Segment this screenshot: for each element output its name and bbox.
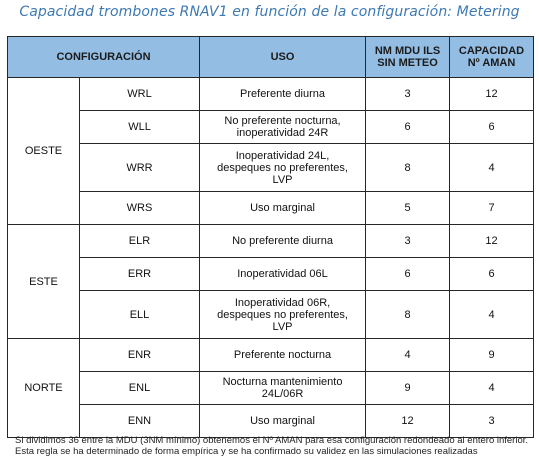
uso-line: No preferente nocturna, [224,115,341,127]
nm-mdu-cell: 3 [365,77,451,111]
nm-mdu-cell: 8 [365,290,451,339]
header-capacidad: CAPACIDAD Nº AMAN [449,36,535,78]
capacity-table: CONFIGURACIÓN USO NM MDU ILS SIN METEO C… [6,36,535,438]
header-nm-line2: SIN METEO [377,57,438,69]
uso-cell: Preferente diurna [199,77,367,111]
capacidad-cell: 12 [449,224,535,258]
uso-line: Nocturna mantenimiento [222,376,343,388]
capacidad-cell: 9 [449,338,535,372]
table-row: ERR Inoperatividad 06L 6 6 [8,257,535,291]
group-cell: ESTE [7,224,80,339]
uso-line: despeques no preferentes, [217,308,348,321]
uso-line: Inoperatividad 06R, [234,296,331,309]
uso-line: LVP [272,173,293,186]
document-title: Capacidad trombones RNAV1 en función de … [19,4,520,20]
uso-cell: Uso marginal [199,404,367,438]
config-cell: ERR [78,257,201,291]
uso-cell: No preferente diurna [199,224,367,258]
nm-mdu-cell: 12 [365,404,451,438]
uso-line: No preferente diurna [232,235,333,247]
header-nm-mdu: NM MDU ILS SIN METEO [365,36,451,78]
capacidad-cell: 4 [449,143,535,192]
table-row: ESTE ELR No preferente diurna 3 12 [7,224,535,339]
config-cell: WRR [78,143,201,192]
nm-mdu-cell: 6 [365,110,451,144]
uso-line: inoperatividad 24R [236,127,329,139]
capacidad-cell: 4 [449,371,535,405]
header-cap-line2: Nº AMAN [467,57,516,69]
table-row: WRS Uso marginal 5 7 [8,191,535,225]
capacidad-cell: 12 [449,77,535,111]
config-cell: WRS [78,191,201,225]
uso-cell: Preferente nocturna [199,338,367,372]
footnote: Si dividimos 36 entre la MDU (3NM mínimo… [15,435,529,457]
table-row: ENN Uso marginal 12 3 [8,404,535,438]
uso-cell: No preferente nocturna, inoperatividad 24… [199,110,367,144]
nm-mdu-cell: 4 [365,338,451,372]
uso-line: LVP [272,320,293,333]
uso-line: Inoperatividad 24L, [235,149,330,162]
group-cell: NORTE [7,338,80,438]
capacidad-cell: 6 [449,257,535,291]
config-cell: WLL [78,110,201,144]
nm-mdu-cell: 6 [365,257,451,291]
uso-cell: Inoperatividad 06R, despeques no preferen… [199,290,367,339]
capacidad-cell: 4 [449,290,535,339]
config-cell: ENN [78,404,201,438]
uso-line: Uso marginal [250,415,315,427]
nm-mdu-cell: 3 [365,224,451,258]
uso-cell: Inoperatividad 24L, despeques no preferen… [199,143,367,192]
uso-cell: Nocturna mantenimiento 24L/06R [199,371,367,405]
header-cap-line1: CAPACIDAD [458,45,525,57]
uso-line: Inoperatividad 06L [237,268,328,280]
uso-line: Preferente nocturna [233,349,332,361]
config-cell: ELL [78,290,201,339]
config-cell: ENL [78,371,201,405]
nm-mdu-cell: 5 [365,191,451,225]
uso-cell: Inoperatividad 06L [199,257,367,291]
capacidad-cell: 7 [449,191,535,225]
table-row: OESTE WRL Preferente diurna 3 12 [7,77,535,225]
table-row: ELL Inoperatividad 06R, despeques no prefe… [8,290,535,339]
table-row: WRR Inoperatividad 24L, despeques no prefe… [8,143,535,192]
nm-mdu-cell: 9 [365,371,451,405]
capacidad-cell: 3 [449,404,535,438]
uso-line: despeques no preferentes, [217,161,348,174]
capacidad-cell: 6 [449,110,535,144]
header-nm-line1: NM MDU ILS [374,45,441,57]
header-uso: USO [199,36,367,78]
uso-cell: Uso marginal [199,191,367,225]
nm-mdu-cell: 8 [365,143,451,192]
table-row: NORTE ENR Preferente nocturna 4 9 [7,338,535,438]
config-cell: WRL [78,77,201,111]
config-cell: ENR [78,338,201,372]
table-header-row: CONFIGURACIÓN USO NM MDU ILS SIN METEO C… [6,36,535,78]
table-body: OESTE WRL Preferente diurna 3 12 WLL No prefer… [7,77,535,438]
config-cell: ELR [78,224,201,258]
uso-line: Uso marginal [250,202,315,214]
uso-line: 24L/06R [261,388,304,400]
uso-line: Preferente diurna [240,88,326,100]
group-cell: OESTE [7,77,80,225]
header-configuracion: CONFIGURACIÓN [6,36,201,78]
table-row: ENL Nocturna mantenimiento 24L/06R 9 4 [8,371,535,405]
table-row: WLL No preferente nocturna, inoperatividad… [8,110,535,144]
